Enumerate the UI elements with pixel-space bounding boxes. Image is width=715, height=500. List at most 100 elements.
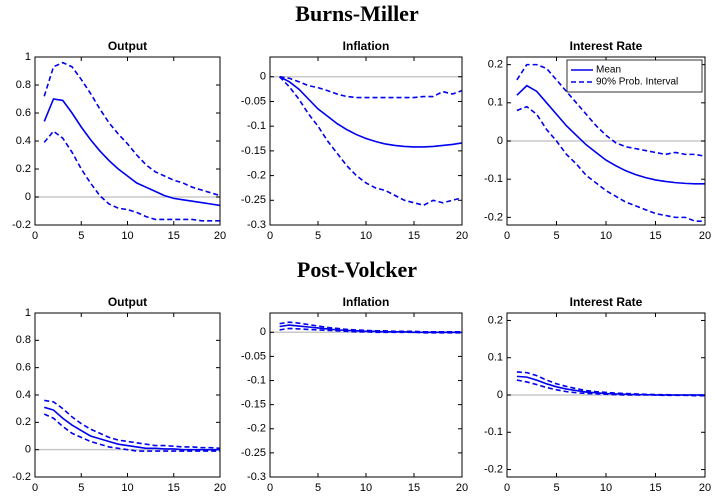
x-tick-label: 5 — [315, 482, 321, 494]
y-tick-label: 0.8 — [16, 79, 31, 91]
series-line — [279, 76, 463, 207]
plot-area — [270, 57, 462, 225]
section-title: Post-Volcker — [297, 257, 417, 282]
y-tick-label: 1 — [25, 51, 31, 63]
x-tick-label: 15 — [408, 230, 420, 242]
panel-title: Interest Rate — [570, 39, 643, 53]
x-tick-label: 20 — [214, 482, 226, 494]
x-tick-label: 20 — [699, 482, 711, 494]
y-tick-label: -0.2 — [247, 169, 266, 181]
y-tick-label: 0 — [260, 326, 266, 338]
y-tick-label: 0.2 — [488, 59, 503, 71]
y-tick-label: -0.25 — [241, 447, 266, 459]
x-tick-label: 10 — [600, 482, 612, 494]
y-tick-label: -0.2 — [484, 211, 503, 223]
panel-title: Output — [108, 39, 147, 53]
y-tick-label: -0.2 — [12, 219, 31, 231]
series-line — [44, 399, 221, 450]
x-tick-label: 20 — [699, 230, 711, 242]
y-tick-label: -0.1 — [484, 173, 503, 185]
y-tick-label: 0 — [260, 71, 266, 83]
x-tick-label: 20 — [456, 482, 468, 494]
y-tick-label: -0.15 — [241, 399, 266, 411]
series-line — [279, 327, 462, 334]
y-tick-label: 0.8 — [16, 334, 31, 346]
legend-label: Mean — [596, 65, 621, 76]
plot-frame — [34, 56, 221, 226]
x-tick-label: 5 — [315, 230, 321, 242]
x-tick-label: 20 — [214, 230, 226, 242]
x-tick-label: 10 — [121, 482, 133, 494]
series-line — [44, 406, 220, 451]
x-tick-label: 15 — [168, 230, 180, 242]
series-line — [516, 379, 705, 397]
section-title: Burns-Miller — [295, 1, 419, 26]
y-tick-label: -0.2 — [247, 423, 266, 435]
x-tick-label: 5 — [553, 230, 559, 242]
y-tick-label: -0.1 — [247, 120, 266, 132]
series-line — [279, 321, 462, 333]
x-tick-label: 20 — [456, 230, 468, 242]
plot-frame — [506, 56, 706, 226]
plot-area — [35, 313, 220, 477]
x-tick-label: 0 — [267, 230, 273, 242]
x-tick-label: 0 — [504, 230, 510, 242]
series-line — [516, 63, 706, 158]
panel-title: Output — [108, 295, 147, 309]
y-tick-label: -0.2 — [12, 471, 31, 483]
x-tick-label: 10 — [360, 230, 372, 242]
series-line — [43, 98, 221, 207]
y-tick-label: 0.2 — [488, 314, 503, 326]
y-tick-label: -0.15 — [241, 145, 266, 157]
y-tick-label: -0.2 — [484, 463, 503, 475]
series-line — [516, 371, 705, 396]
y-tick-label: 0 — [497, 135, 503, 147]
series-line — [43, 61, 221, 197]
y-tick-label: -0.3 — [247, 471, 266, 483]
x-tick-label: 0 — [267, 482, 273, 494]
x-tick-label: 15 — [649, 482, 661, 494]
x-tick-label: 15 — [168, 482, 180, 494]
plot-frame — [506, 312, 706, 478]
panel-title: Interest Rate — [570, 295, 643, 309]
legend-label: 90% Prob. Interval — [596, 77, 678, 88]
plot-frame — [269, 312, 463, 478]
panel-title: Inflation — [343, 39, 390, 53]
x-tick-label: 15 — [408, 482, 420, 494]
x-tick-label: 0 — [32, 482, 38, 494]
x-tick-label: 10 — [600, 230, 612, 242]
y-tick-label: 1 — [25, 307, 31, 319]
x-tick-label: 5 — [553, 482, 559, 494]
y-tick-label: 0 — [25, 444, 31, 456]
y-tick-label: 0.4 — [16, 135, 31, 147]
plot-frame — [269, 56, 463, 226]
y-tick-label: -0.05 — [241, 95, 266, 107]
series-line — [279, 75, 463, 99]
plot-area — [270, 313, 462, 477]
y-tick-label: -0.1 — [484, 426, 503, 438]
y-tick-label: 0.2 — [16, 163, 31, 175]
series-line — [516, 105, 705, 222]
y-tick-label: -0.1 — [247, 374, 266, 386]
x-tick-label: 5 — [78, 230, 84, 242]
series-line — [279, 76, 463, 148]
y-tick-label: 0.2 — [16, 416, 31, 428]
x-tick-label: 0 — [504, 482, 510, 494]
x-tick-label: 10 — [121, 230, 133, 242]
x-tick-label: 10 — [360, 482, 372, 494]
y-tick-label: 0.6 — [16, 107, 31, 119]
x-tick-label: 5 — [78, 482, 84, 494]
y-tick-label: 0.1 — [488, 352, 503, 364]
y-tick-label: 0 — [25, 191, 31, 203]
y-tick-label: -0.3 — [247, 219, 266, 231]
y-tick-label: -0.05 — [241, 350, 266, 362]
y-tick-label: 0.1 — [488, 97, 503, 109]
x-tick-label: 0 — [32, 230, 38, 242]
series-line — [516, 375, 705, 396]
y-tick-label: 0.4 — [16, 389, 31, 401]
y-tick-label: 0 — [497, 389, 503, 401]
panel-title: Inflation — [343, 295, 390, 309]
x-tick-label: 15 — [649, 230, 661, 242]
plot-frame — [34, 312, 221, 478]
